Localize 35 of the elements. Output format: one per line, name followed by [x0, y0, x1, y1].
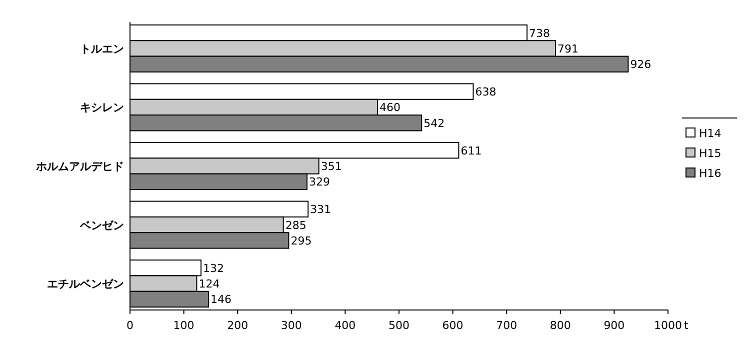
- y-tick-label: エチルベンゼン: [47, 278, 124, 291]
- data-label: 611: [460, 144, 482, 158]
- data-label: 542: [424, 116, 445, 130]
- x-tick-label: 700: [496, 319, 518, 332]
- x-tick-label: 600: [442, 319, 464, 332]
- x-tick-label: 400: [334, 319, 356, 332]
- x-tick-label: 0: [126, 319, 134, 332]
- data-label: 926: [630, 58, 652, 72]
- x-tick-label: 300: [280, 319, 302, 332]
- y-tick-label: ベンゼン: [79, 218, 124, 232]
- x-tick-label: 100: [173, 319, 194, 332]
- legend-label: H15: [699, 147, 722, 160]
- y-tick-label: トルエン: [80, 42, 124, 56]
- data-label: 132: [203, 262, 224, 275]
- x-axis-title: t: [684, 319, 689, 332]
- legend-label: H14: [699, 127, 722, 140]
- data-label: 146: [210, 293, 232, 306]
- data-label: 460: [379, 101, 400, 114]
- data-label: 351: [320, 160, 342, 173]
- y-tick-label: キシレン: [80, 101, 124, 114]
- x-tick-label: 500: [388, 319, 410, 332]
- y-tick-label: ホルムアルデヒド: [35, 160, 124, 173]
- data-label: 285: [285, 218, 306, 232]
- data-label: 791: [558, 42, 579, 56]
- data-label: 331: [310, 203, 332, 216]
- legend-label: H16: [699, 167, 722, 180]
- data-label: 295: [290, 234, 312, 248]
- x-tick-label: 200: [227, 319, 248, 332]
- x-tick-label: 900: [604, 319, 625, 332]
- x-tick-label: 1000: [654, 319, 682, 332]
- data-label: 738: [529, 26, 550, 40]
- data-label: 638: [475, 86, 496, 99]
- data-label: 329: [309, 176, 330, 189]
- data-label: 124: [198, 278, 220, 291]
- x-tick-label: 800: [550, 319, 571, 332]
